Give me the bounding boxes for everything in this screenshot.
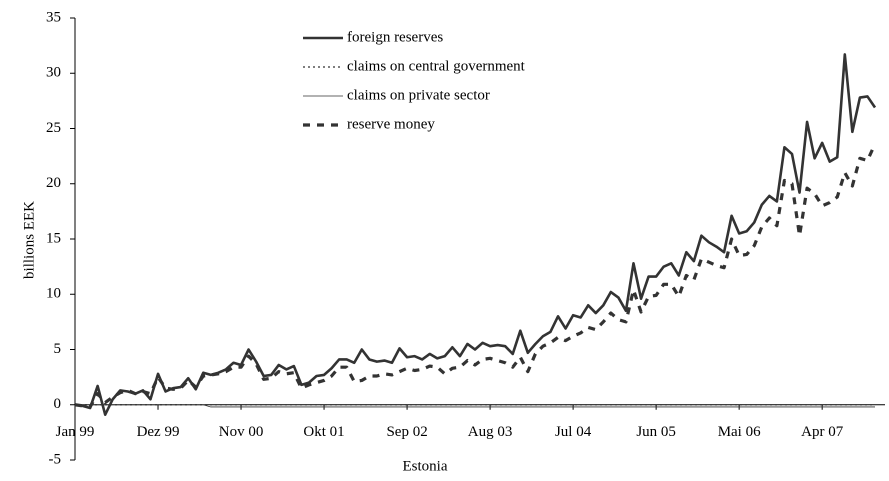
x-tick-label: Sep 02	[386, 424, 427, 440]
legend-label: foreign reserves	[347, 29, 443, 45]
x-tick-label: Jun 05	[636, 424, 676, 440]
y-tick-label: 5	[54, 341, 62, 357]
y-tick-label: 20	[46, 175, 61, 191]
x-tick-label: Mai 06	[718, 424, 761, 440]
x-tick-label: Jan 99	[56, 424, 95, 440]
x-tick-label: Nov 00	[219, 424, 264, 440]
legend-label: claims on central government	[347, 58, 526, 74]
y-tick-label: 0	[54, 396, 62, 412]
y-tick-label: -5	[49, 451, 62, 467]
legend-label: claims on private sector	[347, 87, 490, 103]
y-axis-label: billions EEK	[21, 201, 37, 279]
y-tick-label: 25	[46, 120, 61, 136]
y-tick-label: 15	[46, 230, 61, 246]
series-line	[75, 404, 875, 408]
legend-label: reserve money	[347, 116, 435, 132]
x-tick-label: Dez 99	[137, 424, 180, 440]
x-tick-label: Jul 04	[555, 424, 592, 440]
series-line	[74, 53, 877, 416]
x-tick-label: Aug 03	[468, 424, 513, 440]
x-axis-label: Estonia	[403, 458, 448, 474]
y-tick-label: 30	[46, 65, 61, 81]
x-tick-label: Apr 07	[801, 424, 844, 440]
x-tick-label: Okt 01	[303, 424, 344, 440]
y-tick-label: 35	[46, 9, 61, 25]
series-line	[74, 143, 877, 409]
y-tick-label: 10	[46, 286, 61, 302]
